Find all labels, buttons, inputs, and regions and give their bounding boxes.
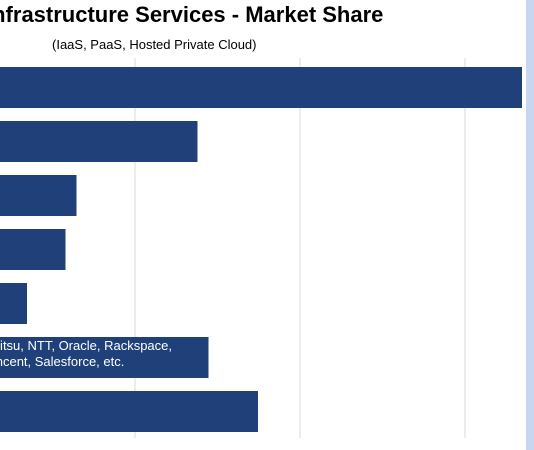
chart-title: Infrastructure Services - Market Share bbox=[0, 2, 384, 27]
chart-subtitle: (IaaS, PaaS, Hosted Private Cloud) bbox=[52, 37, 257, 52]
bar-7 bbox=[0, 391, 258, 432]
bar-annotation-line-2: Tencent, Salesforce, etc. bbox=[0, 354, 125, 369]
bar-3 bbox=[0, 175, 77, 216]
bar-annotation-line-1: Fujitsu, NTT, Oracle, Rackspace, bbox=[0, 338, 172, 353]
bar-6 bbox=[0, 337, 209, 378]
bar-1 bbox=[0, 67, 522, 108]
bar-4 bbox=[0, 229, 66, 270]
gridlines bbox=[134, 58, 466, 438]
bar-2 bbox=[0, 121, 198, 162]
side-panel-strip bbox=[526, 0, 534, 450]
bar-5 bbox=[0, 283, 27, 324]
bar-annotation: Fujitsu, NTT, Oracle, Rackspace, Tencent… bbox=[0, 338, 172, 370]
bars bbox=[0, 67, 522, 432]
